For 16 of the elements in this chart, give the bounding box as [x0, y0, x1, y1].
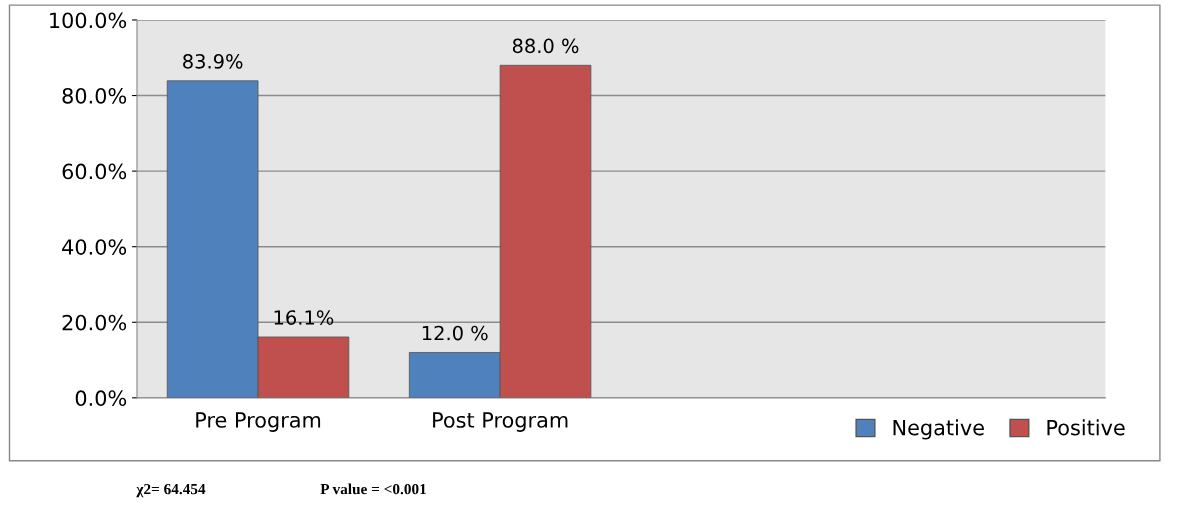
y-tick-label: 100.0%: [50, 12, 127, 29]
text: P value = <0.001: [320, 483, 426, 495]
x-tick-label: Post Program: [433, 412, 568, 432]
y-tick-label: 60.0%: [62, 163, 127, 180]
data-label: 16.1%: [274, 310, 334, 325]
y-tick-label: 20.0%: [62, 314, 127, 331]
data-label: 12.0 %: [422, 325, 488, 341]
legend-label: Positive: [1047, 419, 1125, 436]
text: χ2= 64.454: [136, 483, 206, 498]
y-tick-label: 80.0%: [62, 87, 127, 104]
data-label: 83.9%: [183, 53, 243, 69]
legend-label: Negative: [893, 419, 984, 440]
y-tick-label: 40.0%: [62, 239, 127, 255]
data-label: 88.0 %: [512, 38, 579, 54]
x-tick-label: Pre Program: [196, 412, 321, 432]
y-tick-label: 0.0%: [75, 390, 127, 407]
